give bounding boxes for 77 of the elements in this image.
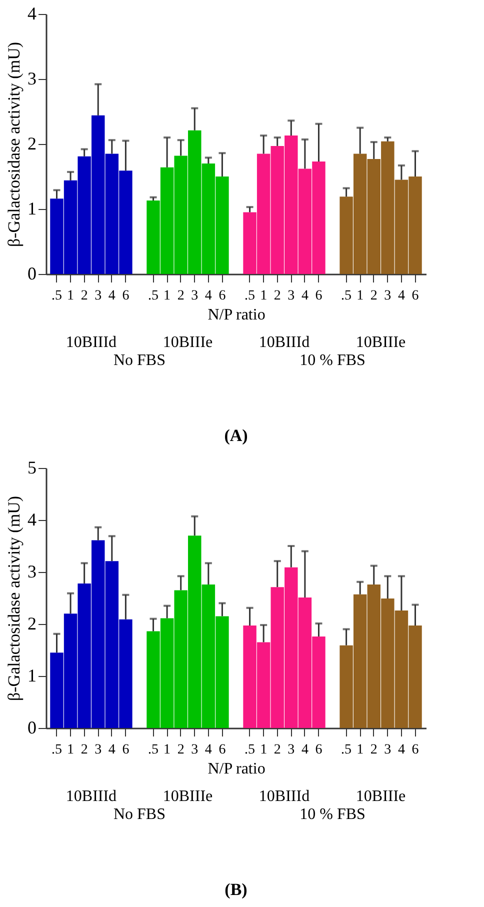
text: 10BIIId xyxy=(258,334,310,351)
x-tick-label: 4 xyxy=(398,742,405,758)
x-tick-label: .5 xyxy=(52,742,62,758)
y-axis-title: β-Galactosidase activity (mU) xyxy=(4,42,24,248)
x-tick-label: 3 xyxy=(94,288,102,304)
y-tick-label: 1 xyxy=(28,198,36,218)
text: 10BIIId xyxy=(66,334,117,351)
x-tick-label: 6 xyxy=(412,288,419,304)
x-tick-label: 6 xyxy=(315,288,322,304)
x-tick-label: .5 xyxy=(341,742,352,758)
x-tick-label: 2 xyxy=(177,288,184,304)
x-tick-label: 2 xyxy=(274,288,281,304)
text: 10 % FBS xyxy=(300,806,366,823)
x-tick-label: 2 xyxy=(177,742,184,758)
x-tick-label: .5 xyxy=(148,288,159,304)
x-tick-label: 6 xyxy=(122,742,130,758)
y-tick-label: 4 xyxy=(28,4,36,24)
y-tick-label: 5 xyxy=(28,458,36,478)
y-tick-label: 3 xyxy=(28,562,36,582)
text: (A) xyxy=(224,426,248,445)
x-tick-label: 2 xyxy=(370,288,378,304)
x-tick-label: 2 xyxy=(274,742,281,758)
x-axis-title: N/P ratio xyxy=(208,306,266,324)
x-tick-label: 1 xyxy=(67,288,74,304)
x-tick-label: 6 xyxy=(218,288,226,304)
x-tick-label: 2 xyxy=(80,288,88,304)
x-tick-label: .5 xyxy=(244,288,256,304)
x-tick-label: .5 xyxy=(52,288,62,304)
x-tick-label: 6 xyxy=(122,288,130,304)
x-tick-label: 3 xyxy=(384,742,392,758)
x-tick-label: 4 xyxy=(204,288,212,304)
y-tick-label: 0 xyxy=(28,718,36,738)
x-tick-label: 3 xyxy=(191,742,198,758)
y-tick-label: 0 xyxy=(28,264,36,284)
x-tick-label: 3 xyxy=(191,288,198,304)
x-tick-label: 1 xyxy=(164,742,171,758)
x-tick-label: 6 xyxy=(412,742,419,758)
y-axis-title: β-Galactosidase activity (mU) xyxy=(4,496,24,702)
x-tick-label: 3 xyxy=(288,742,295,758)
x-tick-label: 4 xyxy=(398,288,405,304)
text: 10 % FBS xyxy=(300,352,366,369)
x-tick-label: 6 xyxy=(315,742,322,758)
text: 10BIIIe xyxy=(356,334,406,351)
x-tick-label: 2 xyxy=(80,742,88,758)
x-tick-label: 4 xyxy=(301,288,308,304)
y-tick-label: 1 xyxy=(28,666,36,686)
x-tick-label: 4 xyxy=(108,288,116,304)
x-tick-label: 3 xyxy=(384,288,392,304)
text: 10BIIIe xyxy=(356,788,406,805)
text: (B) xyxy=(224,880,248,899)
x-tick-label: 6 xyxy=(218,742,226,758)
y-tick-label: 2 xyxy=(28,614,36,634)
text: 10BIIIe xyxy=(162,788,213,805)
x-tick-label: .5 xyxy=(148,742,159,758)
y-tick-label: 4 xyxy=(28,510,36,530)
x-axis-title: N/P ratio xyxy=(208,760,266,778)
x-tick-label: .5 xyxy=(244,742,256,758)
text: 10BIIIe xyxy=(162,334,213,351)
text: 10BIIId xyxy=(258,788,310,805)
x-tick-label: 1 xyxy=(260,742,268,758)
x-tick-label: 3 xyxy=(288,288,295,304)
x-tick-label: 1 xyxy=(67,742,74,758)
x-tick-label: 1 xyxy=(356,288,364,304)
y-tick-label: 2 xyxy=(28,134,36,154)
x-tick-label: 1 xyxy=(164,288,171,304)
x-tick-label: 4 xyxy=(301,742,308,758)
text: 10BIIId xyxy=(66,788,117,805)
x-tick-label: 3 xyxy=(94,742,102,758)
text: No FBS xyxy=(113,806,166,823)
x-tick-label: .5 xyxy=(341,288,352,304)
x-tick-label: 2 xyxy=(370,742,378,758)
x-tick-label: 1 xyxy=(260,288,268,304)
x-tick-label: 4 xyxy=(108,742,116,758)
x-tick-label: 4 xyxy=(204,742,212,758)
x-tick-label: 1 xyxy=(356,742,364,758)
text: No FBS xyxy=(113,352,166,369)
y-tick-label: 3 xyxy=(28,68,36,88)
